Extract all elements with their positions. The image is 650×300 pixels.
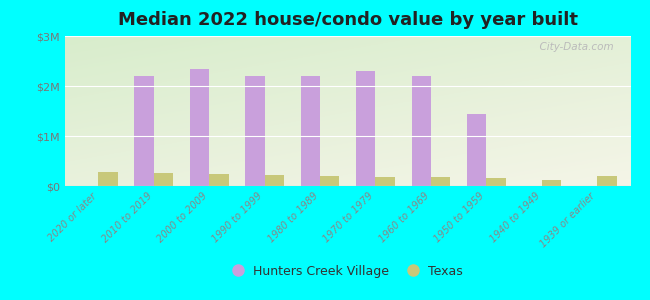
Bar — [209, 173, 229, 186]
Legend: Hunters Creek Village, Texas: Hunters Creek Village, Texas — [229, 261, 466, 282]
Bar — [486, 178, 506, 186]
Bar — [356, 71, 376, 186]
Bar — [411, 76, 431, 186]
Bar — [153, 172, 173, 186]
Bar — [542, 179, 561, 186]
Title: Median 2022 house/condo value by year built: Median 2022 house/condo value by year bu… — [118, 11, 578, 29]
Bar — [98, 172, 118, 186]
Bar — [245, 76, 265, 186]
Bar — [320, 176, 339, 186]
Bar — [467, 113, 486, 186]
Bar — [190, 68, 209, 186]
Bar — [431, 177, 450, 186]
Bar — [265, 175, 284, 186]
Text: City-Data.com: City-Data.com — [533, 42, 614, 52]
Bar — [597, 176, 617, 186]
Bar — [301, 76, 320, 186]
Bar — [135, 76, 153, 186]
Bar — [376, 177, 395, 186]
